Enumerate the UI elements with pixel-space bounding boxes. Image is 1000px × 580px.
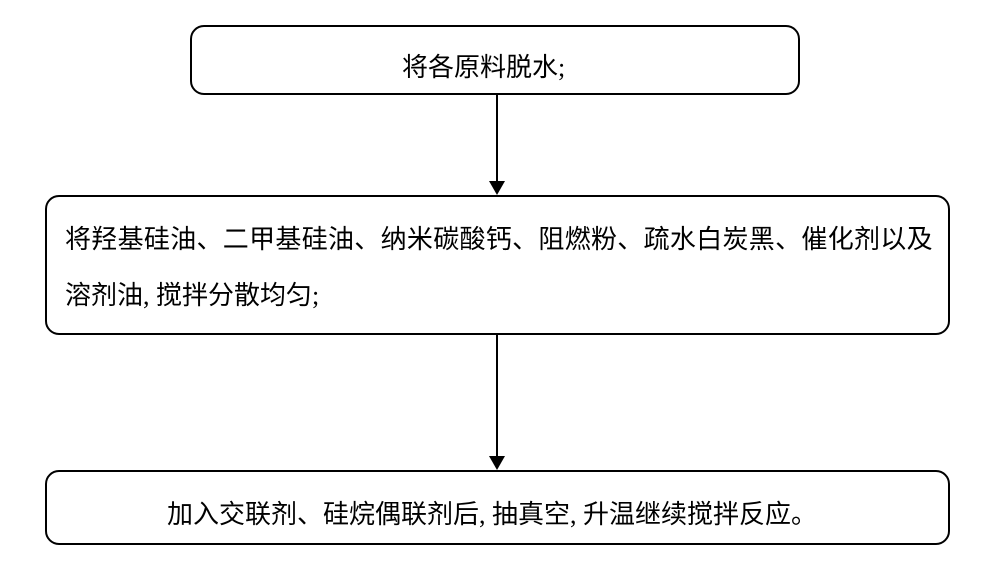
flowchart-canvas: 将各原料脱水; 将羟基硅油、二甲基硅油、纳米碳酸钙、阻燃粉、疏水白炭黑、催化剂以… [0, 0, 1000, 580]
node-text: 加入交联剂、硅烷偶联剂后, 抽真空, 升温继续搅拌反应。 [167, 494, 817, 531]
arrow-head-icon [489, 181, 505, 195]
arrow-line [496, 335, 498, 456]
arrow-head-icon [489, 456, 505, 470]
arrow-line [496, 95, 498, 181]
node-text: 溶剂油, 搅拌分散均匀; [65, 275, 319, 312]
flowchart-node: 将羟基硅油、二甲基硅油、纳米碳酸钙、阻燃粉、疏水白炭黑、催化剂以及 溶剂油, 搅… [45, 195, 950, 335]
node-text: 将各原料脱水; [402, 47, 565, 84]
node-text: 将羟基硅油、二甲基硅油、纳米碳酸钙、阻燃粉、疏水白炭黑、催化剂以及 [65, 219, 933, 256]
flowchart-node: 加入交联剂、硅烷偶联剂后, 抽真空, 升温继续搅拌反应。 [45, 470, 950, 545]
flowchart-node: 将各原料脱水; [190, 25, 800, 95]
